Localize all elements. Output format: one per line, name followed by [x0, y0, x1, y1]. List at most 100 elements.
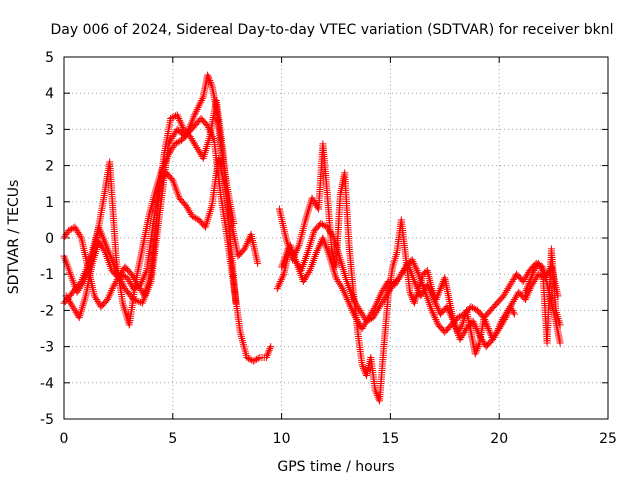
series-marker — [522, 294, 530, 302]
series-marker — [168, 134, 176, 142]
data-point — [362, 372, 370, 380]
data-point — [127, 270, 135, 278]
series-marker — [473, 326, 481, 334]
data-point — [521, 288, 529, 296]
series-marker — [349, 308, 357, 316]
series-marker — [350, 310, 358, 318]
series-marker — [106, 290, 114, 298]
series-marker — [396, 272, 404, 280]
series-marker — [337, 283, 345, 291]
series-marker — [474, 343, 482, 351]
series-marker — [244, 354, 252, 362]
data-point — [354, 328, 362, 336]
data-point — [513, 270, 521, 278]
series-marker — [279, 272, 287, 280]
series-marker — [478, 335, 486, 343]
series-marker — [437, 283, 445, 291]
data-point — [423, 281, 431, 289]
series-marker — [413, 267, 421, 275]
data-point — [121, 263, 129, 271]
series-marker — [381, 283, 389, 291]
series-marker — [449, 315, 457, 323]
series-marker — [411, 279, 419, 287]
data-point — [71, 223, 79, 231]
series-marker — [251, 356, 259, 364]
series-marker — [94, 297, 102, 305]
data-point — [458, 321, 466, 329]
y-tick-label: 5 — [45, 50, 54, 66]
data-point — [171, 140, 179, 148]
series-marker — [527, 274, 535, 282]
data-point — [234, 252, 242, 260]
data-point — [299, 277, 307, 285]
series-marker — [482, 319, 490, 327]
series-marker — [475, 330, 483, 338]
series-track-g — [274, 236, 561, 349]
data-point — [312, 248, 320, 256]
data-point — [467, 328, 475, 336]
series-marker — [504, 285, 512, 293]
series-marker — [70, 305, 78, 313]
series-marker — [497, 321, 505, 329]
data-point — [295, 241, 303, 249]
series-marker — [414, 268, 422, 276]
series-marker — [61, 232, 69, 240]
data-point — [450, 317, 458, 325]
series-marker — [438, 281, 446, 289]
data-point — [293, 259, 301, 267]
series-marker — [266, 344, 274, 352]
data-point — [236, 328, 244, 336]
data-point — [384, 277, 392, 285]
series-marker — [398, 268, 406, 276]
data-point — [112, 267, 120, 275]
series-marker — [372, 301, 380, 309]
series-marker — [73, 227, 81, 235]
series-marker — [505, 306, 513, 314]
series-marker — [507, 303, 515, 311]
series-marker — [359, 363, 367, 371]
series-marker — [459, 330, 467, 338]
y-tick-label: 1 — [45, 195, 54, 211]
data-point — [343, 277, 351, 285]
data-point — [482, 343, 490, 351]
series-marker — [426, 286, 434, 294]
series-marker — [504, 308, 512, 316]
y-tick-label: 3 — [45, 122, 54, 138]
series-marker — [373, 299, 381, 307]
data-point — [195, 216, 203, 224]
data-point — [280, 270, 288, 278]
series-marker — [503, 286, 511, 294]
series-marker — [275, 281, 283, 289]
data-point — [197, 115, 205, 123]
series-marker — [373, 390, 381, 398]
data-point — [378, 288, 386, 296]
data-point — [332, 274, 340, 282]
series-marker — [205, 75, 213, 83]
series-marker — [535, 261, 543, 269]
plot-area — [60, 71, 564, 405]
data-point — [319, 234, 327, 242]
data-point — [547, 245, 555, 253]
series-marker — [531, 265, 539, 273]
data-point — [208, 82, 216, 90]
data-point — [543, 339, 551, 347]
series-marker — [362, 317, 370, 325]
data-point — [415, 270, 423, 278]
series-marker — [329, 232, 337, 240]
series-marker — [412, 281, 420, 289]
series-marker — [359, 323, 367, 331]
data-point — [188, 212, 196, 220]
series-marker — [118, 279, 126, 287]
data-point — [77, 234, 85, 242]
series-marker — [433, 317, 441, 325]
series-marker — [523, 283, 531, 291]
series-marker — [505, 283, 513, 291]
data-point — [175, 194, 183, 202]
data-point — [97, 303, 105, 311]
series-marker — [414, 285, 422, 293]
series-marker — [173, 139, 181, 147]
series-marker — [133, 279, 141, 287]
series-marker — [432, 299, 440, 307]
series-marker — [313, 247, 321, 255]
series-marker — [277, 277, 285, 285]
